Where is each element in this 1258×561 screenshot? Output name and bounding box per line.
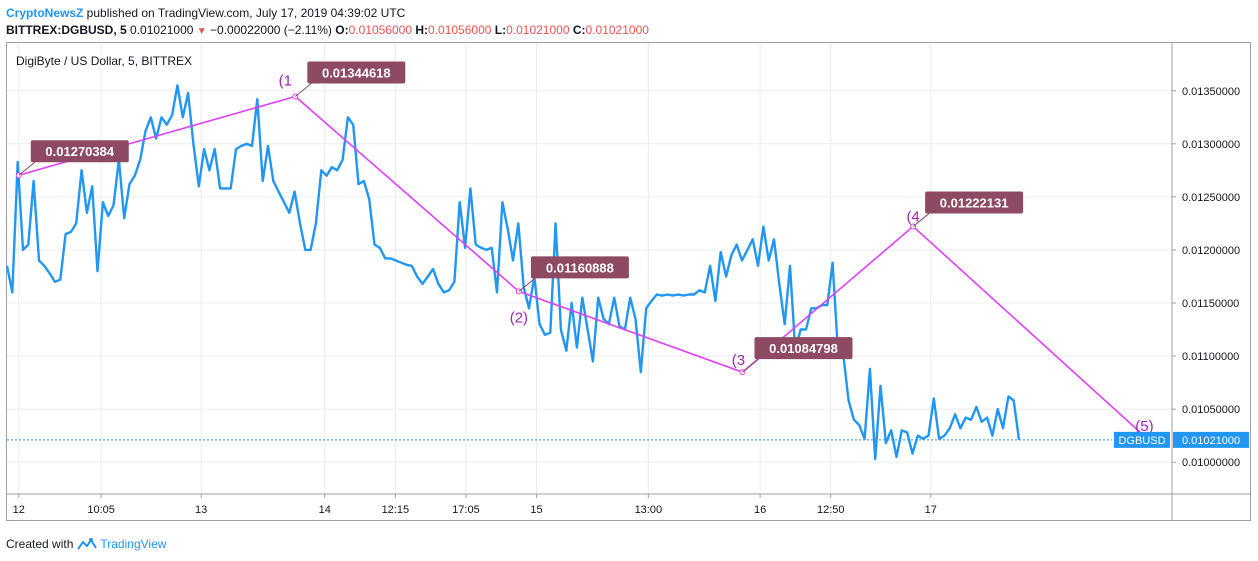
last-price-layer: DGBUSD 0.01021000 bbox=[7, 431, 1249, 448]
wave-label-layer: (1 (2) (3 (4 (5) bbox=[279, 72, 1154, 434]
callout-box bbox=[307, 61, 406, 84]
callout-box bbox=[30, 140, 129, 163]
wave-label: (4 bbox=[906, 208, 919, 225]
x-tick-label: 15 bbox=[530, 504, 542, 516]
wave-label: (5) bbox=[1135, 418, 1153, 435]
x-tick-label: 10:05 bbox=[87, 504, 115, 516]
callout-box bbox=[925, 191, 1024, 214]
y-tick-label: 0.01050000 bbox=[1182, 404, 1240, 416]
callout-pointer bbox=[18, 161, 36, 176]
last-price-badge-bg bbox=[1173, 431, 1249, 448]
x-tick-label: 14 bbox=[319, 504, 331, 516]
wave-label: (2) bbox=[510, 309, 528, 326]
callout-price-label: 0.01222131 bbox=[940, 195, 1009, 210]
trend-layer bbox=[15, 93, 1152, 443]
x-tick-label: 13:00 bbox=[635, 504, 663, 516]
chart-title: DigiByte / US Dollar, 5, BITTREX bbox=[16, 54, 192, 68]
last-price: 0.01021000 bbox=[130, 23, 194, 37]
low-label: L: bbox=[494, 23, 507, 37]
x-tick-label: 12:15 bbox=[382, 504, 410, 516]
high-value: 0.01056000 bbox=[428, 23, 492, 37]
publish-info: CryptoNewsZ published on TradingView.com… bbox=[6, 6, 405, 20]
callout-pointer bbox=[294, 83, 312, 97]
callout-pointer bbox=[912, 213, 930, 227]
x-tick-label: 13 bbox=[195, 504, 207, 516]
wave-label: (1 bbox=[279, 72, 292, 89]
callout-layer: 0.01270384 0.01344618 0.01160888 0.01084798… bbox=[18, 61, 1024, 373]
y-tick-label: 0.01100000 bbox=[1182, 351, 1239, 363]
callout-price-label: 0.01084798 bbox=[769, 341, 838, 356]
x-tick-label: 12:50 bbox=[817, 504, 845, 516]
y-tick-label: 0.01250000 bbox=[1182, 192, 1240, 204]
symbol-badge-bg bbox=[1114, 431, 1170, 448]
wave-label: (3 bbox=[732, 352, 745, 369]
callout-box bbox=[530, 256, 629, 279]
y-tick-label: 0.01300000 bbox=[1182, 139, 1240, 151]
x-tick-label: 17 bbox=[925, 504, 937, 516]
x-tick-label: 17:05 bbox=[452, 504, 480, 516]
down-triangle-icon: ▼ bbox=[196, 26, 207, 37]
price-series-line[interactable] bbox=[5, 84, 1021, 461]
high-label: H: bbox=[415, 23, 429, 37]
footer: Created with TradingView bbox=[6, 537, 166, 551]
tradingview-brand[interactable]: TradingView bbox=[100, 537, 167, 551]
ohlc-legend: BITTREX:DGBUSD, 5 0.01021000 ▼ −0.000220… bbox=[6, 23, 649, 37]
elliott-wave-trendline[interactable] bbox=[18, 95, 1150, 441]
close-value: 0.01021000 bbox=[585, 23, 649, 37]
published-text: published on TradingView.com, July 17, 2… bbox=[83, 6, 406, 20]
axes: 0.01350000 0.01300000 0.01250000 0.01200000… bbox=[7, 43, 1250, 520]
callout-box bbox=[754, 337, 853, 360]
y-tick-label: 0.01150000 bbox=[1182, 298, 1239, 310]
callout-pointer bbox=[518, 278, 536, 292]
low-value: 0.01021000 bbox=[506, 23, 570, 37]
series-layer bbox=[5, 84, 1021, 461]
last-price-badge-text: 0.01021000 bbox=[1182, 435, 1240, 447]
y-tick-label: 0.01200000 bbox=[1182, 245, 1240, 257]
open-value: 0.01056000 bbox=[348, 23, 412, 37]
x-tick-label: 16 bbox=[754, 504, 766, 516]
callout-price-label: 0.01270384 bbox=[45, 144, 114, 159]
y-tick-label: 0.01000000 bbox=[1182, 457, 1240, 469]
price-change: −0.00022000 (−2.11%) bbox=[210, 23, 332, 37]
chart-frame bbox=[6, 42, 1251, 521]
callout-price-label: 0.01344618 bbox=[322, 65, 391, 80]
tradingview-logo-icon bbox=[77, 538, 98, 550]
symbol-badge-text: DGBUSD bbox=[1118, 435, 1165, 447]
publisher-name[interactable]: CryptoNewsZ bbox=[6, 6, 84, 20]
callout-price-label: 0.01160888 bbox=[546, 260, 614, 275]
callout-pointer bbox=[742, 358, 759, 373]
y-tick-label: 0.01350000 bbox=[1182, 86, 1240, 98]
close-label: C: bbox=[572, 23, 586, 37]
symbol-label: BITTREX:DGBUSD, 5 bbox=[6, 23, 127, 37]
x-tick-label: 12 bbox=[13, 504, 25, 516]
open-label: O: bbox=[335, 23, 349, 37]
created-with-text: Created with bbox=[6, 537, 74, 551]
